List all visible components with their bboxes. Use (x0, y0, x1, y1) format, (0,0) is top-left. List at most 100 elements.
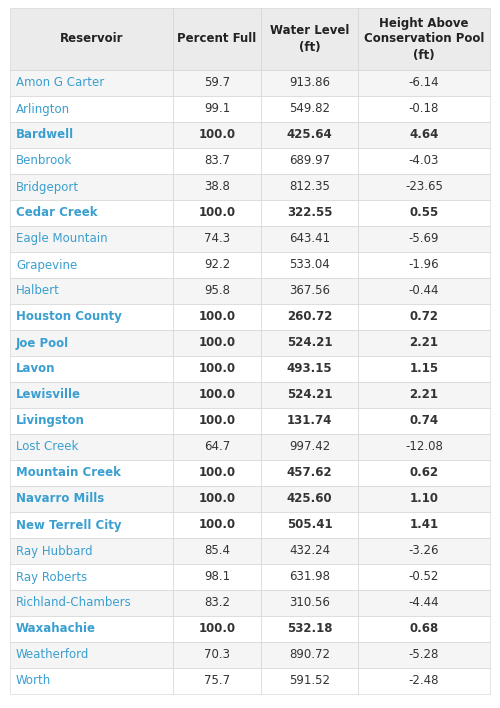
Bar (358, 564, 490, 590)
Text: 131.74: 131.74 (287, 414, 332, 428)
Text: Grapevine: Grapevine (16, 258, 77, 271)
Text: 367.56: 367.56 (289, 285, 330, 297)
Text: 457.62: 457.62 (286, 467, 333, 479)
Bar (358, 486, 490, 512)
Bar (261, 278, 358, 304)
Bar (173, 200, 261, 226)
Bar (261, 330, 358, 356)
Bar (173, 356, 261, 382)
Bar (10, 460, 173, 486)
Text: Worth: Worth (16, 675, 52, 687)
Bar (261, 564, 358, 590)
Text: 100.0: 100.0 (198, 493, 235, 506)
Bar (358, 174, 490, 200)
Text: 92.2: 92.2 (204, 258, 230, 271)
Text: Mountain Creek: Mountain Creek (16, 467, 121, 479)
Text: Ray Roberts: Ray Roberts (16, 571, 88, 583)
Text: 4.64: 4.64 (410, 128, 438, 142)
Text: 533.04: 533.04 (289, 258, 330, 271)
Text: Benbrook: Benbrook (16, 154, 72, 168)
Text: 38.8: 38.8 (204, 181, 230, 193)
Text: 310.56: 310.56 (289, 597, 330, 610)
Text: Cedar Creek: Cedar Creek (16, 207, 98, 219)
Bar (358, 538, 490, 564)
Bar (261, 356, 358, 382)
Text: 83.7: 83.7 (204, 154, 230, 168)
Text: -0.44: -0.44 (409, 285, 440, 297)
Text: Waxahachie: Waxahachie (16, 622, 96, 636)
Bar (358, 200, 490, 226)
Text: Height Above
Conservation Pool
(ft): Height Above Conservation Pool (ft) (364, 16, 484, 62)
Text: 524.21: 524.21 (287, 389, 332, 401)
Text: 74.3: 74.3 (204, 232, 230, 246)
Text: 913.86: 913.86 (289, 76, 330, 89)
Bar (10, 538, 173, 564)
Text: 100.0: 100.0 (198, 518, 235, 532)
Text: 549.82: 549.82 (289, 103, 330, 115)
Bar (10, 486, 173, 512)
Bar (10, 122, 173, 148)
Text: Water Level
(ft): Water Level (ft) (270, 25, 349, 54)
Text: 100.0: 100.0 (198, 128, 235, 142)
Text: 100.0: 100.0 (198, 311, 235, 324)
Text: -23.65: -23.65 (405, 181, 443, 193)
Bar (173, 252, 261, 278)
Text: 98.1: 98.1 (204, 571, 230, 583)
Text: 70.3: 70.3 (204, 649, 230, 661)
Text: -2.48: -2.48 (409, 675, 440, 687)
Bar (173, 8, 261, 70)
Text: Reservoir: Reservoir (60, 33, 123, 45)
Text: 99.1: 99.1 (204, 103, 230, 115)
Bar (261, 70, 358, 96)
Text: New Terrell City: New Terrell City (16, 518, 122, 532)
Bar (358, 408, 490, 434)
Text: 75.7: 75.7 (204, 675, 230, 687)
Bar (173, 460, 261, 486)
Bar (358, 356, 490, 382)
Bar (173, 96, 261, 122)
Bar (358, 590, 490, 616)
Text: -12.08: -12.08 (405, 440, 443, 454)
Bar (10, 408, 173, 434)
Text: Weatherford: Weatherford (16, 649, 90, 661)
Text: 260.72: 260.72 (287, 311, 332, 324)
Bar (358, 616, 490, 642)
Bar (261, 538, 358, 564)
Bar (358, 70, 490, 96)
Bar (173, 408, 261, 434)
Text: 532.18: 532.18 (287, 622, 332, 636)
Text: 425.64: 425.64 (286, 128, 333, 142)
Bar (173, 590, 261, 616)
Bar (358, 512, 490, 538)
Bar (10, 434, 173, 460)
Bar (261, 382, 358, 408)
Bar (358, 304, 490, 330)
Text: 425.60: 425.60 (286, 493, 333, 506)
Bar (10, 174, 173, 200)
Bar (261, 668, 358, 694)
Text: 0.55: 0.55 (410, 207, 438, 219)
Text: 505.41: 505.41 (286, 518, 333, 532)
Bar (358, 330, 490, 356)
Text: 100.0: 100.0 (198, 336, 235, 350)
Text: 100.0: 100.0 (198, 467, 235, 479)
Text: Percent Full: Percent Full (178, 33, 256, 45)
Text: 493.15: 493.15 (286, 362, 333, 375)
Bar (261, 96, 358, 122)
Text: 591.52: 591.52 (289, 675, 330, 687)
Bar (261, 616, 358, 642)
Text: 100.0: 100.0 (198, 622, 235, 636)
Bar (173, 616, 261, 642)
Text: Lewisville: Lewisville (16, 389, 81, 401)
Bar (10, 382, 173, 408)
Bar (358, 8, 490, 70)
Bar (358, 382, 490, 408)
Text: -0.52: -0.52 (409, 571, 439, 583)
Text: 689.97: 689.97 (289, 154, 330, 168)
Bar (173, 564, 261, 590)
Bar (173, 382, 261, 408)
Text: 0.74: 0.74 (410, 414, 438, 428)
Text: Lavon: Lavon (16, 362, 56, 375)
Bar (10, 642, 173, 668)
Text: Ray Hubbard: Ray Hubbard (16, 544, 92, 557)
